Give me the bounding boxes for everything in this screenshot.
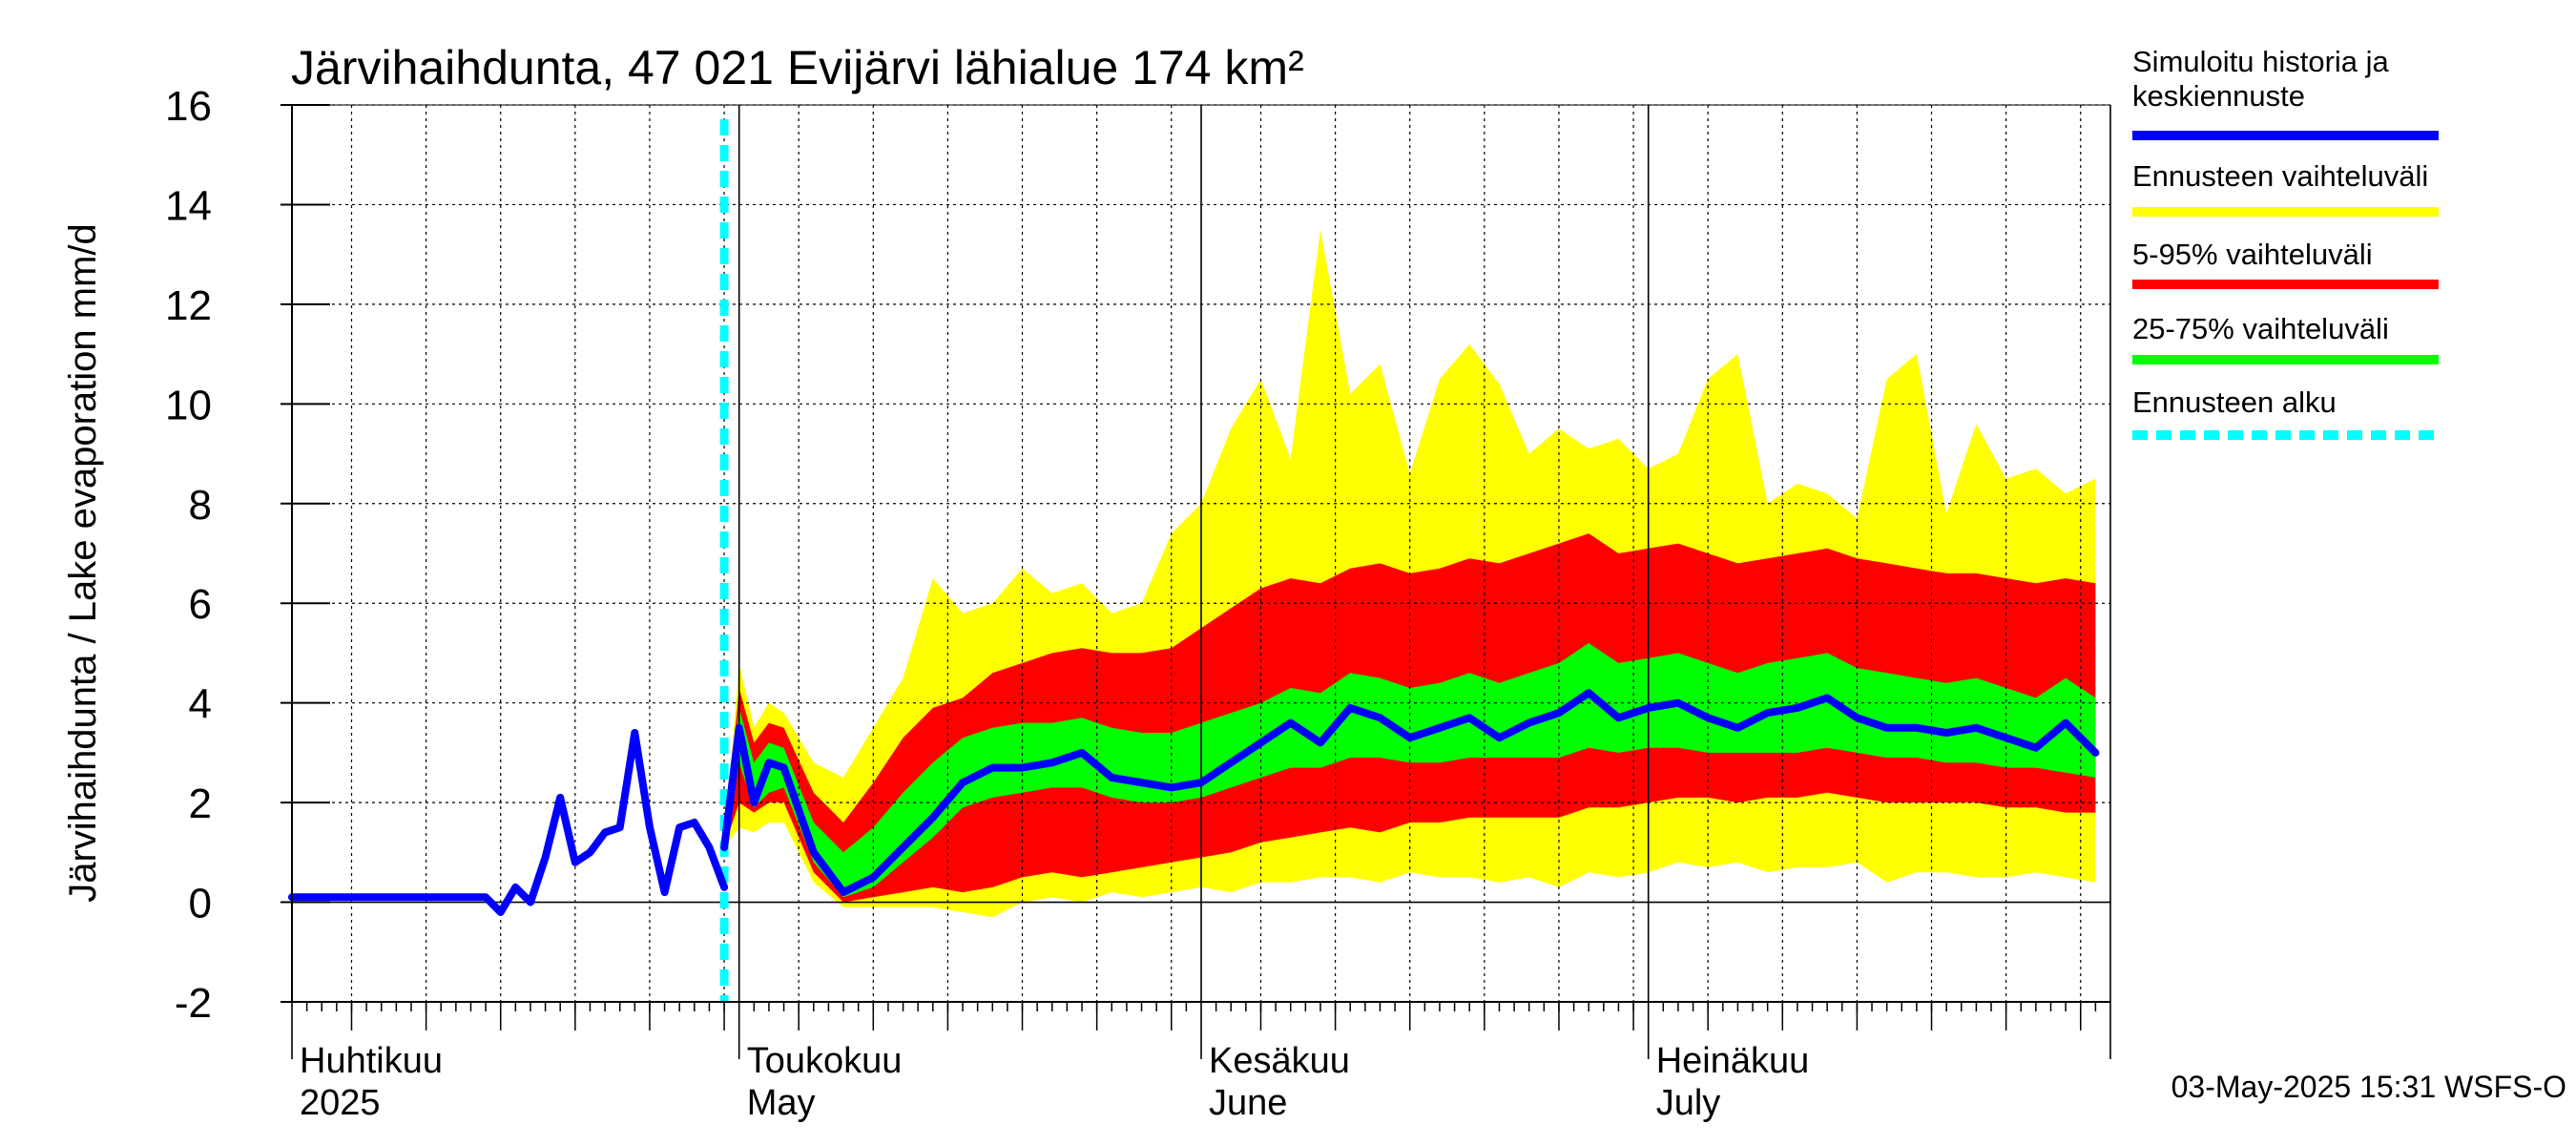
y-tick-label: 8	[189, 482, 212, 529]
x-month-label-en: May	[747, 1083, 816, 1123]
legend-label: keskiennuste	[2132, 79, 2305, 113]
y-tick-label: 12	[165, 282, 212, 329]
y-tick-label: 4	[189, 681, 212, 728]
x-month-label-fi: Heinäkuu	[1656, 1041, 1810, 1081]
y-axis-label: Järvihaihdunta / Lake evaporation mm/d	[62, 223, 104, 903]
series-lines	[288, 119, 2100, 1002]
legend-label: Ennusteen vaihteluväli	[2132, 159, 2428, 193]
series-median	[720, 689, 2100, 897]
y-tick-label: 0	[189, 881, 212, 927]
y-tick-label: 14	[165, 182, 212, 229]
y-tick-label: 6	[189, 581, 212, 628]
x-month-label-en: June	[1209, 1083, 1287, 1123]
legend-label: Simuloitu historia ja	[2132, 45, 2390, 78]
chart-title: Järvihaihdunta, 47 021 Evijärvi lähialue…	[291, 41, 1304, 94]
x-month-label-fi: Huhtikuu	[300, 1041, 443, 1081]
y-tick-label: 16	[165, 83, 212, 130]
x-month-label-en: July	[1656, 1083, 1721, 1123]
legend-label: 25-75% vaihteluväli	[2132, 312, 2389, 345]
footer-timestamp: 03-May-2025 15:31 WSFS-O	[2171, 1070, 2566, 1104]
y-tick-label: 2	[189, 781, 212, 827]
legend-label: 5-95% vaihteluväli	[2132, 238, 2373, 271]
x-month-label-en: 2025	[300, 1083, 381, 1123]
x-month-label-fi: Kesäkuu	[1209, 1041, 1350, 1081]
x-month-label-fi: Toukokuu	[747, 1041, 903, 1081]
y-tick-label: 10	[165, 382, 212, 428]
y-tick-label: -2	[175, 980, 212, 1027]
band-25-75	[724, 643, 2096, 898]
legend-label: Ennusteen alku	[2132, 385, 2337, 419]
axes	[280, 104, 2111, 1030]
series-history	[288, 729, 729, 916]
